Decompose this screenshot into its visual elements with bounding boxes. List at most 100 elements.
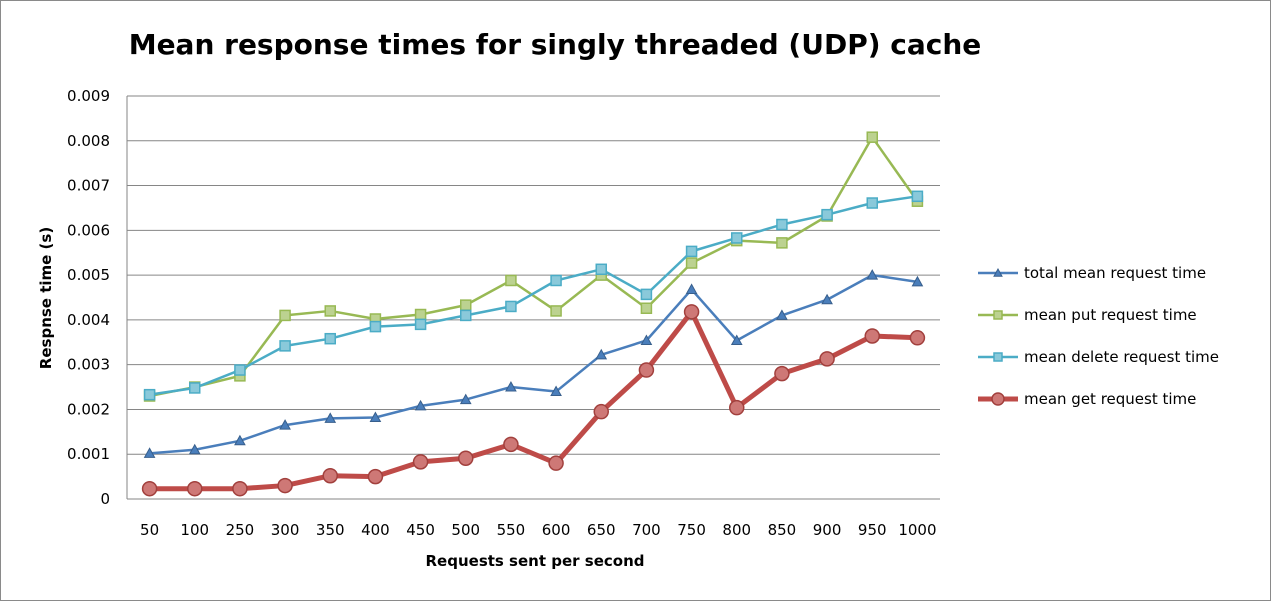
data-point <box>640 334 653 345</box>
data-point <box>776 218 788 231</box>
y-tick-label: 0.004 <box>67 311 110 329</box>
x-tick-label: 50 <box>140 521 159 539</box>
x-tick-label: 850 <box>768 521 797 539</box>
data-point <box>548 455 564 471</box>
data-point <box>819 351 835 367</box>
data-point <box>729 399 745 416</box>
data-point <box>685 283 698 294</box>
y-tick-label: 0.006 <box>67 221 110 239</box>
data-point <box>324 305 336 317</box>
data-point <box>324 412 337 423</box>
x-tick-label: 100 <box>180 521 209 539</box>
data-point <box>141 480 158 497</box>
data-point <box>188 443 201 455</box>
y-axis-label: Respnse time (s) <box>37 227 55 369</box>
y-tick-label: 0.003 <box>67 356 110 374</box>
legend: total mean request time mean put request … <box>978 264 1219 408</box>
data-point <box>821 208 833 221</box>
x-tick-label: 900 <box>813 521 842 539</box>
data-point <box>821 293 833 305</box>
y-axis-ticks: 0 0.001 0.002 0.003 0.004 0.005 0.006 0.007 0.00… <box>67 87 110 508</box>
data-point <box>774 365 790 382</box>
data-point <box>550 385 562 397</box>
data-point <box>414 308 427 321</box>
data-point <box>414 318 427 331</box>
data-point <box>640 288 653 301</box>
x-axis-label: Requests sent per second <box>426 552 645 570</box>
data-point <box>638 362 655 378</box>
data-point <box>776 309 788 320</box>
x-tick-label: 1000 <box>898 521 936 539</box>
y-tick-label: 0 <box>100 490 110 508</box>
data-point <box>730 334 743 345</box>
legend-label: total mean request time <box>1024 264 1206 282</box>
data-point <box>369 411 382 423</box>
data-point <box>279 340 291 352</box>
data-point <box>683 304 700 320</box>
x-tick-label: 750 <box>677 521 706 539</box>
data-point <box>189 382 201 394</box>
x-tick-label: 350 <box>316 521 345 539</box>
x-tick-label: 700 <box>632 521 661 539</box>
data-point <box>505 274 517 287</box>
legend-marker <box>993 352 1003 362</box>
y-tick-label: 0.008 <box>67 132 110 150</box>
x-tick-label: 450 <box>406 521 435 539</box>
series-lines <box>141 131 926 497</box>
x-tick-label: 950 <box>858 521 887 539</box>
legend-label: mean get request time <box>1024 390 1196 408</box>
data-point <box>367 468 384 485</box>
data-point <box>324 332 336 345</box>
data-point <box>866 131 878 143</box>
y-tick-label: 0.002 <box>67 400 110 418</box>
x-tick-label: 600 <box>542 521 571 539</box>
data-point <box>866 197 878 209</box>
data-point <box>143 447 156 458</box>
data-point <box>143 388 156 401</box>
data-point <box>776 237 788 249</box>
data-point <box>593 403 609 420</box>
y-tick-label: 0.001 <box>67 445 110 463</box>
data-point <box>911 275 924 287</box>
data-point <box>279 419 291 430</box>
x-tick-label: 400 <box>361 521 390 539</box>
y-tick-label: 0.005 <box>67 266 110 284</box>
legend-marker <box>991 392 1005 406</box>
data-point <box>505 381 517 392</box>
legend-marker <box>993 267 1003 277</box>
series-line <box>149 135 919 398</box>
data-point <box>460 309 472 322</box>
data-point <box>550 305 562 317</box>
series-line <box>149 273 918 455</box>
series-1 <box>143 131 924 402</box>
x-tick-label: 550 <box>497 521 526 539</box>
data-point <box>279 309 291 322</box>
legend-marker <box>993 310 1003 320</box>
x-tick-label: 300 <box>271 521 300 539</box>
x-axis-ticks: 50 100 250 300 350 400 450 500 550 600 650 700 750 80… <box>140 521 936 539</box>
series-line <box>149 309 918 492</box>
x-tick-label: 800 <box>722 521 751 539</box>
data-point <box>685 245 698 258</box>
data-point <box>187 480 203 497</box>
data-point <box>911 190 924 203</box>
data-point <box>550 274 562 287</box>
x-tick-label: 500 <box>451 521 480 539</box>
y-tick-label: 0.009 <box>67 87 110 105</box>
data-point <box>595 348 608 360</box>
data-point <box>458 450 474 467</box>
data-point <box>460 299 472 311</box>
series-3 <box>141 304 926 497</box>
series-line <box>149 195 918 396</box>
series-2 <box>143 190 924 401</box>
x-tick-label: 650 <box>587 521 616 539</box>
data-point <box>595 263 607 276</box>
data-point <box>412 454 429 470</box>
data-point <box>277 477 293 494</box>
legend-label: mean put request time <box>1024 306 1197 324</box>
data-point <box>909 330 926 346</box>
data-point <box>459 393 472 405</box>
data-point <box>234 434 246 446</box>
data-point <box>322 467 338 484</box>
